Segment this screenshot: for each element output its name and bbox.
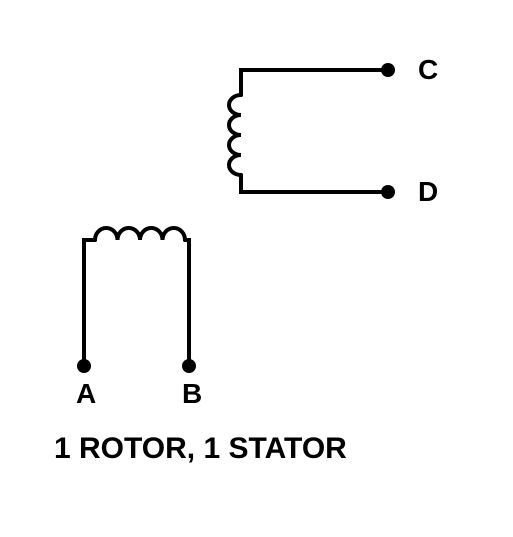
terminal-label-d: D bbox=[418, 176, 438, 208]
terminal-label-b: B bbox=[182, 378, 202, 410]
terminal-dot-a bbox=[77, 359, 91, 373]
inductor-ab bbox=[84, 228, 189, 366]
terminal-label-c: C bbox=[418, 54, 438, 86]
inductor-cd bbox=[229, 70, 388, 192]
terminal-dot-d bbox=[381, 185, 395, 199]
terminal-dot-c bbox=[381, 63, 395, 77]
terminal-label-a: A bbox=[76, 378, 96, 410]
terminal-dot-b bbox=[182, 359, 196, 373]
schematic-diagram: A B C D 1 ROTOR, 1 STATOR bbox=[0, 0, 513, 532]
diagram-caption: 1 ROTOR, 1 STATOR bbox=[54, 432, 347, 466]
